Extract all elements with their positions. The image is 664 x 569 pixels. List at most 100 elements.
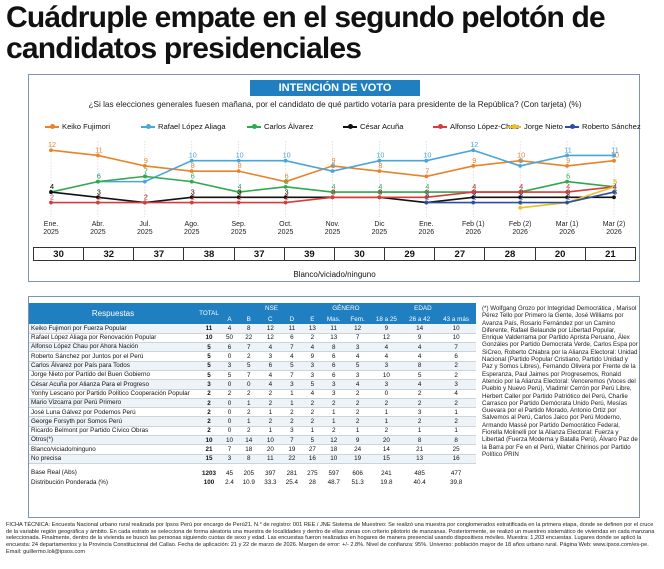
value-cell: 7 <box>436 342 476 353</box>
value-cell: 0 <box>221 416 238 427</box>
value-cell: 10 <box>369 370 403 381</box>
data-point <box>565 164 569 168</box>
data-label: 6 <box>97 172 101 181</box>
data-label: 10 <box>376 151 384 160</box>
value-cell: 5 <box>302 379 322 390</box>
data-label: 3 <box>332 187 336 196</box>
value-cell: 4 <box>259 379 282 390</box>
value-cell: 281 <box>281 468 303 478</box>
value-cell: 10 <box>321 454 346 464</box>
value-cell: 11 <box>321 324 346 334</box>
data-point <box>49 148 53 153</box>
blank-vote-value: 30 <box>32 247 85 261</box>
value-cell: 2 <box>259 416 282 427</box>
row-label: Base Real (Abs) <box>29 468 197 478</box>
x-tick-label: Dic <box>374 221 385 228</box>
table-row: Alfonso López Chau por Ahora Nación 5 6 7 4 7… <box>29 342 476 353</box>
value-cell: 9 <box>369 324 403 334</box>
value-cell: 50 <box>221 333 238 344</box>
value-cell: 2 <box>436 361 476 372</box>
data-point <box>189 195 194 200</box>
value-cell: 1 <box>321 416 346 427</box>
table-row: Keiko Fujimori por Fuerza Popular 11 4 8 12 1… <box>29 324 476 334</box>
data-label: 11 <box>611 145 618 154</box>
value-cell: 2 <box>302 416 322 427</box>
data-label: 2 <box>285 193 289 202</box>
x-tick-label: 2025 <box>278 229 294 236</box>
data-label: 5 <box>613 177 617 186</box>
value-cell: 39.8 <box>436 477 476 488</box>
data-point <box>518 205 523 210</box>
value-cell: 19.8 <box>369 477 403 488</box>
blank-vote-value: 29 <box>384 247 436 261</box>
value-cell: 28 <box>302 477 322 488</box>
data-label: 3 <box>378 187 382 196</box>
header-genero: GÉNERO <box>321 303 370 314</box>
value-cell: 0 <box>221 379 238 390</box>
data-point <box>189 200 194 205</box>
x-tick-label: Mar (1) <box>556 221 579 228</box>
x-tick-label: 2025 <box>231 229 247 236</box>
value-cell: 3 <box>259 351 282 362</box>
data-point <box>142 174 147 179</box>
value-cell: 3 <box>436 379 476 390</box>
data-label: 4 <box>519 182 523 191</box>
value-cell: 45 <box>221 468 238 478</box>
legend-item: César Acuña <box>343 122 403 131</box>
responses-panel: Respuestas TOTAL NSE GÉNERO EDAD A B C D E Ma… <box>28 296 640 518</box>
value-cell: 9 <box>345 435 370 446</box>
data-point <box>283 200 288 205</box>
value-cell: 11 <box>281 324 303 334</box>
legend-swatch <box>565 124 579 129</box>
data-label: 4 <box>472 182 476 191</box>
value-cell: 3 <box>345 370 370 381</box>
table-row: Rafael López Aliaga por Renovación Popul… <box>29 333 476 344</box>
legend-item: Rafael López Aliaga <box>141 122 226 131</box>
value-cell: 275 <box>302 468 322 478</box>
value-cell: 4 <box>221 324 238 334</box>
value-cell: 1 <box>436 407 476 418</box>
value-cell: 3 <box>281 426 303 437</box>
value-cell: 1 <box>345 426 370 437</box>
value-cell: 2 <box>345 389 370 399</box>
value-cell: 3 <box>281 379 303 390</box>
data-point <box>471 200 476 205</box>
data-label: 4 <box>378 182 382 191</box>
blank-vote-value: 21 <box>584 247 637 261</box>
legend-label: César Acuña <box>360 122 404 131</box>
value-cell: 7 <box>237 370 260 381</box>
data-point <box>518 158 523 163</box>
value-cell: 2 <box>321 398 346 409</box>
data-point <box>518 164 523 168</box>
data-label: 10 <box>236 151 244 160</box>
value-cell: 2 <box>237 351 260 362</box>
total-cell: 2 <box>197 416 221 427</box>
x-tick-label: 2026 <box>465 229 481 236</box>
data-label: 2 <box>50 193 54 202</box>
total-cell: 11 <box>197 324 221 334</box>
x-tick-label: 2026 <box>606 229 622 236</box>
value-cell: 6 <box>221 342 238 353</box>
data-label: 3 <box>191 187 195 196</box>
others-footnote: (*) Wolfgang Grozo por Integridad Democr… <box>482 305 638 458</box>
value-cell: 19 <box>345 454 370 464</box>
data-label: 2 <box>97 193 101 202</box>
value-cell: 0 <box>221 351 238 362</box>
row-label: George Forsyth por Somos Perú <box>29 416 197 427</box>
value-cell: 2.4 <box>221 477 238 488</box>
value-cell: 2 <box>345 407 370 418</box>
blank-vote-value: 20 <box>534 247 586 261</box>
value-cell: 3 <box>221 361 238 372</box>
data-label: 2 <box>425 193 429 202</box>
x-tick-label: Oct. <box>279 221 292 228</box>
series-line <box>97 149 614 183</box>
data-label: 11 <box>95 145 102 154</box>
total-cell: 15 <box>197 454 221 464</box>
subheader-cell: A <box>221 314 238 324</box>
value-cell: 11 <box>259 454 282 464</box>
data-label: 2 <box>472 193 476 202</box>
value-cell: 19 <box>281 444 303 455</box>
total-cell: 2 <box>197 389 221 399</box>
legend-swatch <box>247 124 261 129</box>
data-label: 10 <box>517 151 525 160</box>
